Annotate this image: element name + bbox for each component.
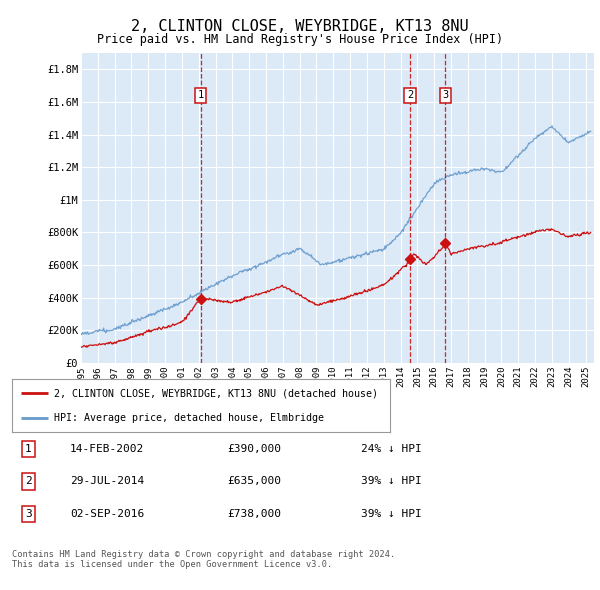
Text: 2: 2 bbox=[407, 90, 413, 100]
Text: 29-JUL-2014: 29-JUL-2014 bbox=[70, 477, 145, 486]
Text: Contains HM Land Registry data © Crown copyright and database right 2024.: Contains HM Land Registry data © Crown c… bbox=[12, 550, 395, 559]
Text: 1: 1 bbox=[197, 90, 204, 100]
Text: 3: 3 bbox=[442, 90, 449, 100]
Text: 2, CLINTON CLOSE, WEYBRIDGE, KT13 8NU: 2, CLINTON CLOSE, WEYBRIDGE, KT13 8NU bbox=[131, 19, 469, 34]
Text: 24% ↓ HPI: 24% ↓ HPI bbox=[361, 444, 422, 454]
Text: Price paid vs. HM Land Registry's House Price Index (HPI): Price paid vs. HM Land Registry's House … bbox=[97, 33, 503, 46]
Text: 39% ↓ HPI: 39% ↓ HPI bbox=[361, 509, 422, 519]
Text: This data is licensed under the Open Government Licence v3.0.: This data is licensed under the Open Gov… bbox=[12, 560, 332, 569]
Text: £738,000: £738,000 bbox=[227, 509, 281, 519]
Text: 2, CLINTON CLOSE, WEYBRIDGE, KT13 8NU (detached house): 2, CLINTON CLOSE, WEYBRIDGE, KT13 8NU (d… bbox=[53, 388, 377, 398]
Text: 2: 2 bbox=[25, 477, 32, 486]
Text: HPI: Average price, detached house, Elmbridge: HPI: Average price, detached house, Elmb… bbox=[53, 412, 323, 422]
Text: 14-FEB-2002: 14-FEB-2002 bbox=[70, 444, 145, 454]
Text: 02-SEP-2016: 02-SEP-2016 bbox=[70, 509, 145, 519]
Text: £390,000: £390,000 bbox=[227, 444, 281, 454]
Text: 39% ↓ HPI: 39% ↓ HPI bbox=[361, 477, 422, 486]
Text: 1: 1 bbox=[25, 444, 32, 454]
Text: £635,000: £635,000 bbox=[227, 477, 281, 486]
Text: 3: 3 bbox=[25, 509, 32, 519]
